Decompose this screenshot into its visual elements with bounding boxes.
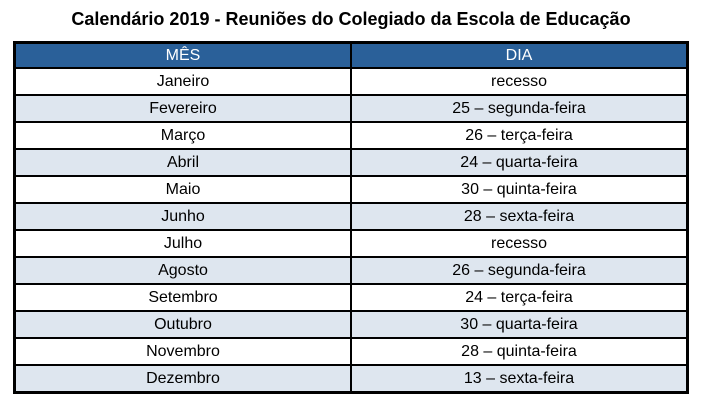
day-cell: 24 – terça-feira xyxy=(350,283,689,312)
table-row: Dezembro 13 – sexta-feira xyxy=(13,364,689,394)
month-cell: Julho xyxy=(13,229,352,258)
month-cell: Outubro xyxy=(13,310,352,339)
day-cell: 13 – sexta-feira xyxy=(350,364,689,394)
table-row: Janeiro recesso xyxy=(13,67,689,96)
month-cell: Dezembro xyxy=(13,364,352,394)
table-row: Abril 24 – quarta-feira xyxy=(13,148,689,177)
table-row: Agosto 26 – segunda-feira xyxy=(13,256,689,285)
table-row: Março 26 – terça-feira xyxy=(13,121,689,150)
table-row: Fevereiro 25 – segunda-feira xyxy=(13,94,689,123)
table-row: Setembro 24 – terça-feira xyxy=(13,283,689,312)
day-cell: 25 – segunda-feira xyxy=(350,94,689,123)
month-cell: Setembro xyxy=(13,283,352,312)
month-cell: Março xyxy=(13,121,352,150)
month-cell: Abril xyxy=(13,148,352,177)
month-cell: Junho xyxy=(13,202,352,231)
table-row: Maio 30 – quinta-feira xyxy=(13,175,689,204)
month-cell: Novembro xyxy=(13,337,352,366)
table-header: MÊS DIA xyxy=(13,41,689,69)
day-cell: 26 – segunda-feira xyxy=(350,256,689,285)
day-cell: 26 – terça-feira xyxy=(350,121,689,150)
calendar-table: MÊS DIA Janeiro recesso Fevereiro 25 – segu… xyxy=(13,41,689,394)
day-cell: 30 – quinta-feira xyxy=(350,175,689,204)
header-row: MÊS DIA xyxy=(13,41,689,69)
month-cell: Agosto xyxy=(13,256,352,285)
day-cell: recesso xyxy=(350,67,689,96)
table-row: Julho recesso xyxy=(13,229,689,258)
table-row: Novembro 28 – quinta-feira xyxy=(13,337,689,366)
table-row: Junho 28 – sexta-feira xyxy=(13,202,689,231)
day-cell: 30 – quarta-feira xyxy=(350,310,689,339)
day-cell: 28 – sexta-feira xyxy=(350,202,689,231)
day-cell: 24 – quarta-feira xyxy=(350,148,689,177)
table-row: Outubro 30 – quarta-feira xyxy=(13,310,689,339)
header-cell-day: DIA xyxy=(350,41,689,69)
day-cell: 28 – quinta-feira xyxy=(350,337,689,366)
table-body: Janeiro recesso Fevereiro 25 – segunda-feir… xyxy=(13,67,689,394)
header-cell-month: MÊS xyxy=(13,41,352,69)
month-cell: Fevereiro xyxy=(13,94,352,123)
month-cell: Janeiro xyxy=(13,67,352,96)
month-cell: Maio xyxy=(13,175,352,204)
page-title: Calendário 2019 - Reuniões do Colegiado … xyxy=(71,9,631,29)
day-cell: recesso xyxy=(350,229,689,258)
